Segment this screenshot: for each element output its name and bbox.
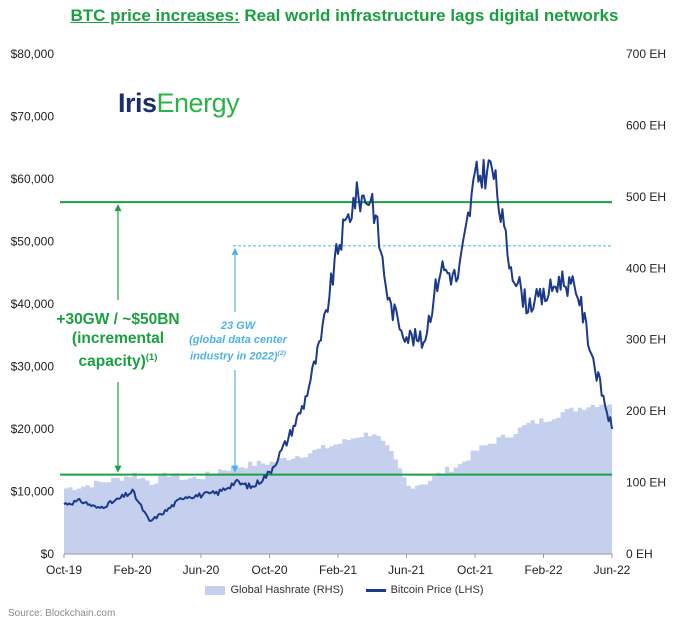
chart-title: BTC price increases: Real world infrastr…	[0, 6, 689, 26]
chart-legend: Global Hashrate (RHS) Bitcoin Price (LHS…	[0, 584, 689, 596]
y-left-tick-label: $30,000	[11, 360, 55, 374]
x-tick-label: Feb-20	[113, 563, 151, 577]
title-prefix: BTC price increases:	[70, 6, 240, 25]
y-right-tick-label: 300 EH	[626, 333, 666, 347]
green-annotation-line1: +30GW / ~$50BN	[56, 311, 180, 328]
source-note: Source: Blockchain.com	[8, 608, 116, 619]
blue-arrow-head-down	[231, 465, 239, 473]
x-tick-label: Oct-20	[251, 563, 287, 577]
blue-annotation-line1: 23 GW	[220, 320, 256, 332]
logo-part-energy: Energy	[156, 88, 240, 118]
legend-label-hashrate: Global Hashrate (RHS)	[230, 584, 344, 596]
y-left-tick-label: $50,000	[11, 235, 55, 249]
blue-annotation-footnote: (2)	[277, 350, 286, 357]
y-right-tick-label: 100 EH	[626, 476, 666, 490]
x-tick-label: Jun-20	[183, 563, 220, 577]
x-tick-label: Feb-21	[319, 563, 357, 577]
blue-annotation-line3: industry in 2022)	[190, 350, 278, 363]
y-right-tick-label: 400 EH	[626, 261, 666, 275]
blue-arrow-head-up	[231, 247, 239, 255]
price-line-layer	[63, 159, 613, 522]
price-swatch	[365, 588, 386, 592]
hashrate-swatch	[205, 585, 226, 595]
green-annotation-line2: (incremental	[71, 330, 165, 347]
y-left-tick-label: $40,000	[11, 297, 55, 311]
axis-layer: $0 $10,000 $20,000 $30,000 $40,000 $50,000 $60…	[11, 47, 666, 577]
y-left-tick-label: $0	[41, 547, 55, 561]
y-left-tick-label: $10,000	[11, 485, 55, 499]
hashrate-area	[64, 402, 612, 554]
green-arrow-head-up	[114, 204, 122, 212]
bitcoin-price-line	[63, 159, 613, 522]
green-annotation-footnote: (1)	[145, 352, 158, 363]
hashrate-area-layer	[64, 402, 612, 554]
title-rest: Real world infrastructure lags digital n…	[239, 6, 619, 25]
x-tick-label: Oct-21	[457, 563, 493, 577]
y-left-tick-label: $20,000	[11, 422, 55, 436]
y-left-tick-label: $60,000	[11, 172, 55, 186]
x-tick-label: Oct-19	[46, 563, 82, 577]
x-tick-label: Jun-21	[388, 563, 425, 577]
y-left-tick-label: $80,000	[11, 47, 55, 61]
y-left-tick-label: $70,000	[11, 110, 55, 124]
data-center-annotation: 23 GW (global data center industry in 20…	[164, 319, 312, 364]
x-tick-label: Jun-22	[594, 563, 631, 577]
y-right-tick-label: 0 EH	[626, 547, 653, 561]
legend-item-price: Bitcoin Price (LHS)	[365, 584, 484, 596]
blue-annotation-line2: (global data center	[189, 334, 287, 346]
x-tick-label: Feb-22	[524, 563, 562, 577]
y-right-tick-label: 200 EH	[626, 404, 666, 418]
y-right-tick-label: 500 EH	[626, 190, 666, 204]
incremental-capacity-annotation: +30GW / ~$50BN (incremental capacity)(1)	[34, 310, 202, 371]
y-right-tick-label: 600 EH	[626, 118, 666, 132]
y-right-tick-label: 700 EH	[626, 47, 666, 61]
legend-label-price: Bitcoin Price (LHS)	[390, 584, 484, 596]
green-arrow-head-down	[114, 465, 122, 473]
iris-energy-logo: IrisEnergy	[118, 88, 240, 119]
legend-item-hashrate: Global Hashrate (RHS)	[205, 584, 344, 596]
green-annotation-line3: capacity)	[78, 353, 146, 371]
annotation-arrows-layer	[114, 204, 239, 473]
reference-lines-layer	[60, 201, 612, 476]
logo-part-iris: Iris	[118, 88, 157, 118]
